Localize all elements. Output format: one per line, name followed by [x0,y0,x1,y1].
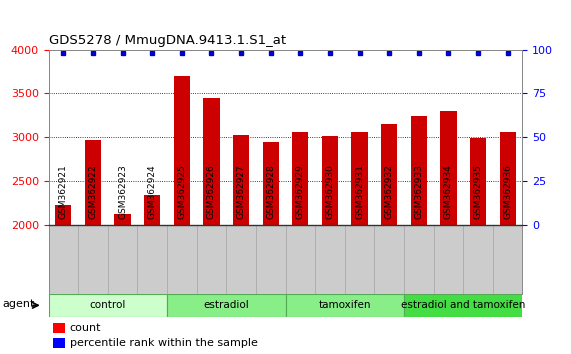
Text: control: control [90,300,126,310]
Bar [286,294,404,317]
Bar [351,132,368,225]
Bar [470,138,486,225]
Bar [411,116,427,225]
Bar [322,136,338,225]
Bar [500,132,516,225]
Text: estradiol: estradiol [203,300,249,310]
Bar [53,324,65,333]
Bar [263,142,279,225]
Bar [144,195,160,225]
Text: estradiol and tamoxifen: estradiol and tamoxifen [401,300,525,310]
Bar [440,111,457,225]
Bar [233,136,249,225]
Bar [55,205,71,225]
Bar [49,294,167,317]
Bar [85,140,101,225]
Bar [114,214,131,225]
Bar [404,294,522,317]
Text: agent: agent [2,299,35,309]
Bar [53,338,65,348]
Bar [167,294,286,317]
Text: GDS5278 / MmugDNA.9413.1.S1_at: GDS5278 / MmugDNA.9413.1.S1_at [49,34,286,47]
Text: percentile rank within the sample: percentile rank within the sample [70,338,258,348]
Bar [381,124,397,225]
Bar [203,98,220,225]
Text: tamoxifen: tamoxifen [319,300,371,310]
Text: count: count [70,323,102,333]
Bar [292,132,308,225]
Bar [174,76,190,225]
